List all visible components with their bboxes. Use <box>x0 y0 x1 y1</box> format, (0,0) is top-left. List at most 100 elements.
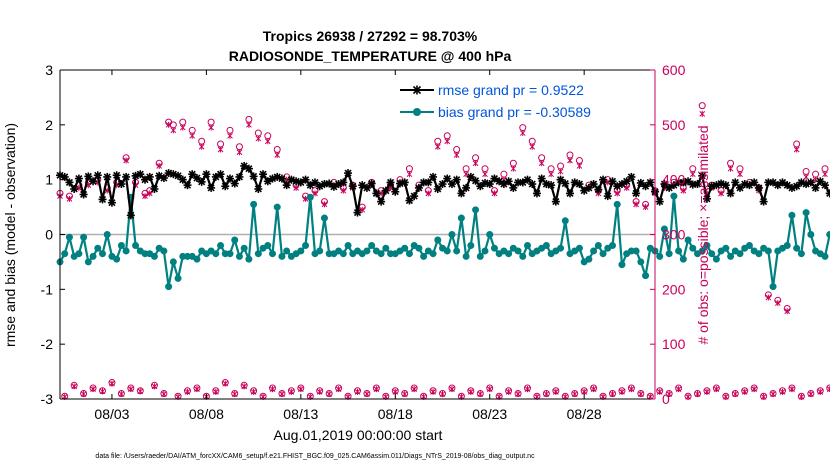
left-tick-label: -1 <box>41 281 54 297</box>
bias-point <box>670 192 678 200</box>
y-axis-label-left: rmse and bias (model - observation) <box>2 123 18 347</box>
rmse-point <box>126 211 135 220</box>
bias-point <box>575 244 583 252</box>
bias-point <box>613 200 621 208</box>
rmse-point <box>447 180 456 189</box>
obs-possible-point <box>575 156 583 164</box>
obs-possible-point <box>481 165 489 173</box>
axes: -3 -2 -1 0 1 2 3 0 100 200 300 400 500 600 08/03 08/08 0… <box>41 62 686 422</box>
bias-point <box>250 200 258 208</box>
obs-assimilated-point <box>656 388 663 395</box>
rmse-point <box>183 181 192 190</box>
obs-assimilated-point <box>779 388 786 395</box>
bias-point <box>264 241 272 249</box>
obs-assimilated-point <box>760 393 767 400</box>
obs-assimilated-point <box>359 206 366 213</box>
obs-assimilated-point <box>642 204 649 211</box>
obs-assimilated-point <box>732 391 739 398</box>
bias-point <box>618 261 626 269</box>
x-tick-label: 08/08 <box>189 406 224 422</box>
bias-point <box>783 241 791 249</box>
obs-assimilated-point <box>510 165 517 172</box>
obs-possible-point <box>802 167 810 175</box>
obs-possible-point <box>519 124 527 132</box>
bias-point <box>524 241 531 249</box>
bias-point <box>448 231 456 238</box>
obs-assimilated-point <box>482 171 488 178</box>
rmse-point <box>603 192 612 201</box>
obs-assimilated-point <box>590 386 597 393</box>
obs-assimilated-point <box>567 157 573 164</box>
obs-possible-point <box>472 154 480 162</box>
rmse-point <box>98 195 107 204</box>
rmse-point <box>107 198 116 207</box>
right-tick-label: 500 <box>662 117 686 133</box>
obs-assimilated-point <box>246 121 252 128</box>
right-tick-label: 200 <box>662 281 686 297</box>
obs-assimilated-point <box>449 386 455 393</box>
obs-assimilated-point <box>288 388 295 395</box>
obs-assimilated-point <box>685 393 691 400</box>
bias-point <box>807 231 815 238</box>
obs-assimilated-point <box>694 391 701 398</box>
bias-point <box>245 255 253 263</box>
rmse-point <box>136 170 145 179</box>
x-axis-label: Aug.01,2019 00:00:00 start <box>274 427 443 443</box>
rmse-point <box>561 179 570 188</box>
legend-bias-marker <box>413 108 421 116</box>
bias-point <box>169 258 177 266</box>
rmse-point <box>532 189 541 198</box>
rmse-point <box>429 172 438 181</box>
obs-possible-point <box>557 162 565 170</box>
obs-assimilated-point <box>137 388 144 395</box>
bias-point <box>174 274 182 282</box>
obs-assimilated-point <box>411 386 418 393</box>
obs-assimilated-point <box>515 391 521 398</box>
rmse-point <box>277 174 286 183</box>
bias-point <box>103 231 111 238</box>
rmse-point <box>693 180 702 189</box>
bias-point <box>472 206 480 214</box>
obs-possible-point <box>198 137 206 145</box>
rmse-point <box>632 189 641 198</box>
obs-possible-point <box>812 170 820 178</box>
obs-possible-point <box>264 132 272 140</box>
rmse-point <box>750 178 759 187</box>
bias-point <box>273 203 281 211</box>
rmse-point <box>122 172 131 181</box>
rmse-point <box>485 180 494 189</box>
bias-point <box>505 250 513 258</box>
rmse-point <box>353 208 362 217</box>
bias-point <box>283 247 291 255</box>
obs-assimilated-point <box>401 391 408 398</box>
obs-assimilated-point <box>231 391 238 398</box>
bias-point <box>401 244 409 252</box>
rmse-point <box>79 190 88 199</box>
obs-assimilated-point <box>666 391 673 398</box>
left-tick-label: 3 <box>45 62 53 78</box>
rmse-point <box>636 178 645 187</box>
obs-assimilated-point <box>326 391 333 398</box>
obs-possible-point <box>566 151 574 159</box>
rmse-point <box>471 176 480 185</box>
rmse-point <box>216 170 225 179</box>
rmse-point <box>773 181 782 190</box>
obs-assimilated-point <box>142 193 148 200</box>
bias-point <box>514 247 522 255</box>
obs-possible-point <box>500 170 508 178</box>
rmse-point <box>367 179 376 188</box>
bias-point <box>821 252 829 260</box>
rmse-point <box>339 178 348 187</box>
bias-point <box>297 247 305 255</box>
obs-assimilated-point <box>505 388 512 395</box>
obs-possible-point <box>509 159 517 167</box>
rmse-point <box>386 178 395 187</box>
bias-point <box>788 211 796 219</box>
obs-possible-point <box>793 140 801 148</box>
rmse-point <box>594 185 603 194</box>
obs-assimilated-point <box>250 388 257 395</box>
right-tick-label: 0 <box>662 391 670 407</box>
right-tick-label: 300 <box>662 227 686 243</box>
obs-assimilated-point <box>425 190 432 197</box>
